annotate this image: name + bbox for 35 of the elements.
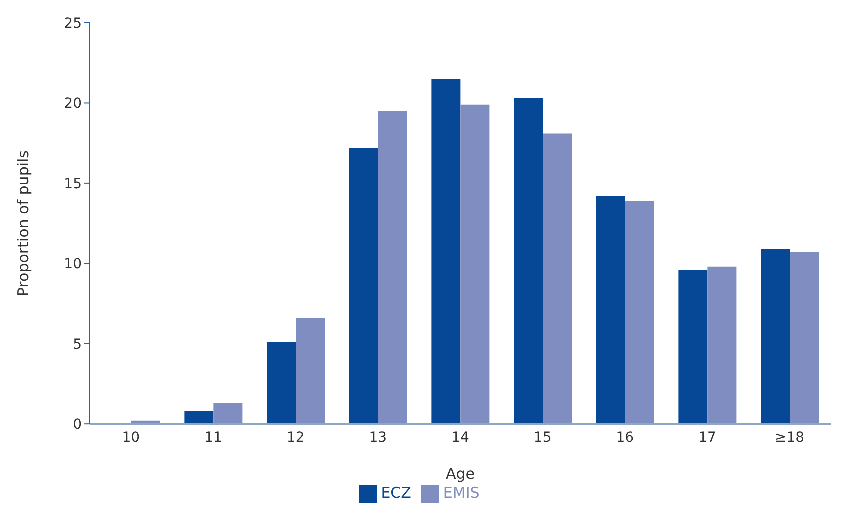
bar xyxy=(349,148,378,424)
y-tick-label: 20 xyxy=(64,96,82,112)
bar xyxy=(678,270,708,424)
bar xyxy=(378,111,408,424)
bar xyxy=(214,403,243,424)
x-tick-label: 15 xyxy=(534,430,552,446)
legend-label: ECZ xyxy=(381,484,412,502)
y-tick-label: 0 xyxy=(73,417,82,434)
x-tick-label: 16 xyxy=(616,430,634,446)
x-tick-label: 17 xyxy=(698,430,716,446)
y-axis-title: Proportion of pupils xyxy=(14,150,32,297)
x-tick-label: ≥18 xyxy=(775,430,805,446)
bar xyxy=(596,196,626,424)
y-tick-label: 10 xyxy=(64,256,82,273)
x-tick-label: 12 xyxy=(286,430,305,446)
legend-label: EMIS xyxy=(443,484,480,502)
bar xyxy=(514,98,544,424)
bar xyxy=(267,342,296,424)
bar xyxy=(790,252,820,424)
bar xyxy=(761,249,790,424)
bar xyxy=(708,266,737,424)
bar xyxy=(460,104,490,424)
y-tick-label: 5 xyxy=(73,336,82,353)
x-axis-title: Age xyxy=(446,465,476,484)
x-tick-label: 10 xyxy=(122,430,140,446)
bar xyxy=(184,411,214,424)
bar xyxy=(543,134,572,424)
bar xyxy=(296,318,326,424)
x-tick-label: 14 xyxy=(452,430,470,446)
y-tick-label: 25 xyxy=(64,16,82,32)
x-tick-label: 11 xyxy=(204,430,222,446)
bar xyxy=(432,79,461,424)
x-tick-label: 13 xyxy=(369,430,388,446)
bar xyxy=(625,201,654,424)
y-tick-label: 15 xyxy=(64,176,82,192)
